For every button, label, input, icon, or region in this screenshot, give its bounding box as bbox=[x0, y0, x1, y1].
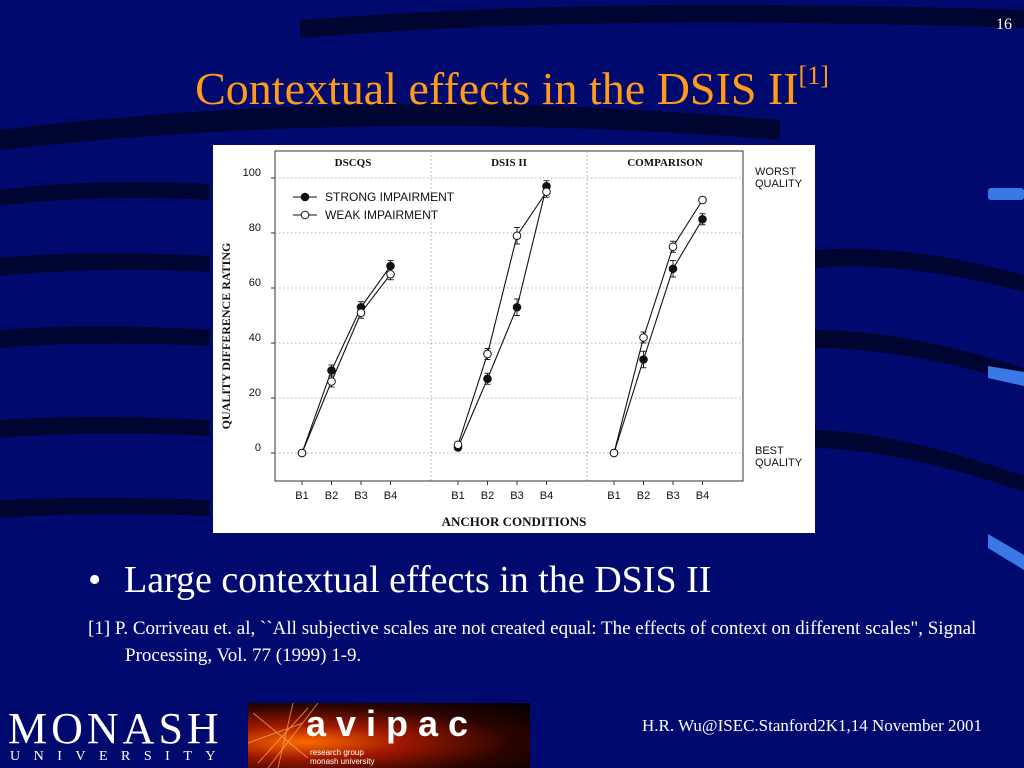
y-axis-label: QUALITY DIFFERENCE RATING bbox=[219, 243, 233, 430]
data-point bbox=[542, 187, 551, 197]
series-line bbox=[613, 218, 703, 454]
y-tick-label: 20 bbox=[249, 387, 261, 399]
avipac-logo: avipac research group monash university bbox=[248, 703, 530, 768]
avipac-subtitle-line2: monash university bbox=[310, 757, 375, 766]
legend-label: WEAK IMPAIRMENT bbox=[325, 208, 439, 222]
avipac-wordmark: avipac bbox=[306, 703, 479, 744]
best-quality-label: BEST bbox=[755, 445, 784, 457]
x-tick-label: B2 bbox=[481, 490, 494, 502]
data-point bbox=[453, 440, 463, 450]
best-quality-label: QUALITY bbox=[755, 457, 803, 469]
avipac-logo-art bbox=[248, 703, 319, 768]
x-tick-label: B4 bbox=[696, 490, 709, 502]
reference-citation: [1] P. Corriveau et. al, ``All subjectiv… bbox=[88, 618, 977, 666]
x-tick-label: B3 bbox=[666, 490, 679, 502]
y-tick-label: 100 bbox=[243, 167, 261, 179]
data-point bbox=[668, 264, 678, 274]
quality-rating-chart: 0 20 40 60 80 100 QUALITY DIFFERENCE RATING ANC… bbox=[219, 150, 803, 529]
series-line bbox=[613, 199, 703, 454]
slide-title: Contextual effects in the DSIS II[1] bbox=[0, 48, 1024, 117]
series-line bbox=[457, 191, 547, 445]
data-point bbox=[327, 377, 336, 386]
university-wordmark: UNIVERSITY bbox=[10, 749, 229, 764]
bullet-point: • Large contextual effects in the DSIS II bbox=[88, 556, 711, 604]
x-tick-label: B4 bbox=[384, 490, 397, 502]
avipac-subtitle: research group monash university bbox=[310, 748, 374, 766]
chart-figure: 0 20 40 60 80 100 QUALITY DIFFERENCE RATING ANC… bbox=[213, 145, 815, 533]
series-line bbox=[457, 186, 548, 448]
panel-title: DSIS II bbox=[491, 157, 527, 169]
data-point bbox=[609, 448, 619, 458]
panel-title: DSCQS bbox=[335, 157, 372, 169]
data-point bbox=[483, 374, 492, 384]
y-tick-label: 60 bbox=[249, 277, 261, 289]
y-tick-label: 40 bbox=[249, 332, 261, 344]
data-point bbox=[639, 333, 648, 342]
legend-marker bbox=[300, 192, 310, 202]
series-line bbox=[301, 265, 391, 454]
data-point bbox=[698, 195, 707, 205]
data-point bbox=[668, 242, 678, 252]
data-point bbox=[356, 308, 366, 318]
data-point bbox=[512, 231, 522, 241]
x-tick-label: B1 bbox=[607, 490, 620, 502]
data-point bbox=[297, 448, 307, 458]
monash-logo: MONASH UNIVERSITY bbox=[0, 703, 248, 768]
data-point bbox=[386, 269, 395, 279]
data-point bbox=[512, 302, 522, 312]
plot-frame bbox=[274, 150, 744, 482]
y-tick-label: 0 bbox=[255, 442, 261, 454]
data-point bbox=[698, 214, 707, 224]
data-point bbox=[639, 355, 648, 364]
panel-title: COMPARISON bbox=[627, 157, 703, 169]
data-point bbox=[327, 366, 336, 375]
data-point bbox=[483, 349, 492, 359]
monash-wordmark: MONASH bbox=[8, 704, 223, 753]
slide-title-text: Contextual effects in the DSIS II bbox=[195, 63, 799, 114]
x-tick-label: B1 bbox=[295, 490, 308, 502]
x-tick-label: B4 bbox=[540, 490, 553, 502]
slide-number: 16 bbox=[996, 16, 1012, 33]
x-tick-label: B1 bbox=[451, 490, 464, 502]
x-tick-label: B2 bbox=[637, 490, 650, 502]
y-tick-label: 80 bbox=[249, 222, 261, 234]
footer-credit: H.R. Wu@ISEC.Stanford2K1,14 November 200… bbox=[642, 716, 982, 735]
worst-quality-label: WORST bbox=[755, 166, 796, 178]
x-tick-label: B3 bbox=[510, 490, 523, 502]
worst-quality-label: QUALITY bbox=[755, 178, 803, 190]
x-tick-label: B3 bbox=[354, 490, 367, 502]
bullet-text: Large contextual effects in the DSIS II bbox=[124, 559, 712, 601]
legend-marker bbox=[300, 210, 310, 220]
avipac-subtitle-line1: research group bbox=[310, 748, 364, 757]
bullet-dot: • bbox=[88, 559, 102, 601]
legend-label: STRONG IMPAIRMENT bbox=[325, 190, 455, 204]
title-citation: [1] bbox=[798, 61, 829, 90]
series-line bbox=[301, 273, 391, 454]
x-tick-label: B2 bbox=[325, 490, 338, 502]
x-axis-label: ANCHOR CONDITIONS bbox=[442, 514, 587, 529]
